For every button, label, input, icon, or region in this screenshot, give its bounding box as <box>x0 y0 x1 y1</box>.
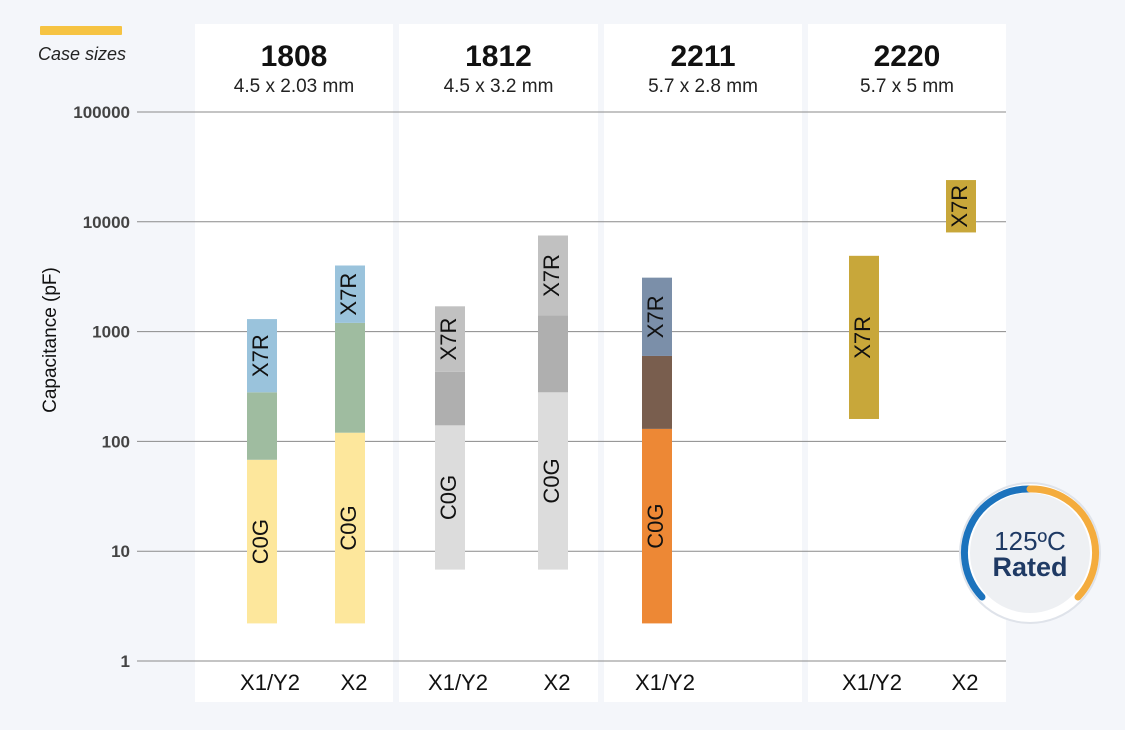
bar-segment-1808-X1/Y2-0 <box>247 459 277 624</box>
y-axis-label: Capacitance (pF) <box>40 267 61 413</box>
bar-segment-1812-X2-0 <box>538 392 568 570</box>
legend-swatch <box>40 26 122 35</box>
y-tick-1: 1 <box>121 652 130 671</box>
y-tick-100: 100 <box>102 432 130 451</box>
y-tick-10: 10 <box>111 542 130 561</box>
dielectric-label-2220-X2-X7R: X7R <box>947 185 972 228</box>
dielectric-label-2211-X1/Y2-X7R: X7R <box>643 295 668 338</box>
dielectric-label-1808-X2-C0G: C0G <box>336 505 361 550</box>
y-tick-1000: 1000 <box>92 323 130 342</box>
badge-arc-orange <box>1026 485 1099 601</box>
bar-segment-2220-X1/Y2-0 <box>849 255 879 419</box>
temperature-rating-badge: 125ºC Rated <box>959 482 1101 624</box>
dielectric-label-1808-X2-X7R: X7R <box>336 273 361 316</box>
rating-label-2211-X1/Y2: X1/Y2 <box>635 670 695 695</box>
legend-label: Case sizes <box>38 44 126 64</box>
bar-segment-1812-X1/Y2-2 <box>435 306 465 372</box>
dielectric-label-1812-X1/Y2-C0G: C0G <box>436 475 461 520</box>
case-size-panels <box>195 24 1006 702</box>
panel-1812 <box>399 24 598 702</box>
case-size-dims-1812: 4.5 x 3.2 mm <box>444 76 554 97</box>
badge-temperature: 125ºC <box>994 526 1066 556</box>
dielectric-label-1808-X1/Y2-C0G: C0G <box>248 519 273 564</box>
panel-2211 <box>604 24 802 702</box>
rating-label-1808-X1/Y2: X1/Y2 <box>240 670 300 695</box>
bar-segment-1808-X1/Y2-1 <box>247 392 277 460</box>
badge-arc-blue <box>961 485 1034 601</box>
dielectric-label-1812-X1/Y2-X7R: X7R <box>436 318 461 361</box>
badge-inner-disc <box>970 493 1090 613</box>
bar-segment-2220-X2-0 <box>946 180 976 233</box>
bar-segment-1808-X2-2 <box>335 265 365 323</box>
dielectric-label-2220-X1/Y2-X7R: X7R <box>850 316 875 359</box>
bar-segment-2211-X1/Y2-1 <box>642 355 672 429</box>
rating-label-1812-X2: X2 <box>544 670 571 695</box>
bar-segment-2211-X1/Y2-0 <box>642 428 672 624</box>
case-size-title-2220: 2220 <box>874 40 941 73</box>
chart-labels: 1808 4.5 x 2.03 mm X1/Y2 C0G X7R X2 C0G X7R 1812… <box>73 40 978 695</box>
case-size-title-2211: 2211 <box>670 40 735 73</box>
y-tick-10000: 10000 <box>83 213 130 232</box>
bar-segment-1812-X1/Y2-0 <box>435 425 465 570</box>
bar-segment-1808-X1/Y2-2 <box>247 319 277 393</box>
dielectric-label-1808-X1/Y2-X7R: X7R <box>248 334 273 377</box>
case-size-title-1812: 1812 <box>465 40 532 73</box>
bar-segment-1808-X2-0 <box>335 432 365 624</box>
bar-segment-2211-X1/Y2-2 <box>642 277 672 356</box>
capacitance-bars <box>247 180 976 624</box>
bar-segment-1812-X1/Y2-1 <box>435 371 465 426</box>
rating-label-2220-X1/Y2: X1/Y2 <box>842 670 902 695</box>
case-size-dims-1808: 4.5 x 2.03 mm <box>234 76 354 97</box>
panel-2220 <box>808 24 1006 702</box>
dielectric-label-1812-X2-C0G: C0G <box>539 458 564 503</box>
rating-label-1808-X2: X2 <box>341 670 368 695</box>
case-size-dims-2220: 5.7 x 5 mm <box>860 76 954 97</box>
badge-rated: Rated <box>992 552 1067 582</box>
dielectric-label-1812-X2-X7R: X7R <box>539 254 564 297</box>
y-tick-100000: 100000 <box>73 103 130 122</box>
dielectric-label-2211-X1/Y2-C0G: C0G <box>643 504 668 549</box>
case-size-title-1808: 1808 <box>261 40 328 73</box>
bar-segment-1808-X2-1 <box>335 322 365 433</box>
case-size-dims-2211: 5.7 x 2.8 mm <box>648 76 758 97</box>
bar-segment-1812-X2-1 <box>538 315 568 393</box>
gridlines <box>137 111 1006 662</box>
rating-label-2220-X2: X2 <box>952 670 979 695</box>
bar-segment-1812-X2-2 <box>538 235 568 316</box>
rating-label-1812-X1/Y2: X1/Y2 <box>428 670 488 695</box>
